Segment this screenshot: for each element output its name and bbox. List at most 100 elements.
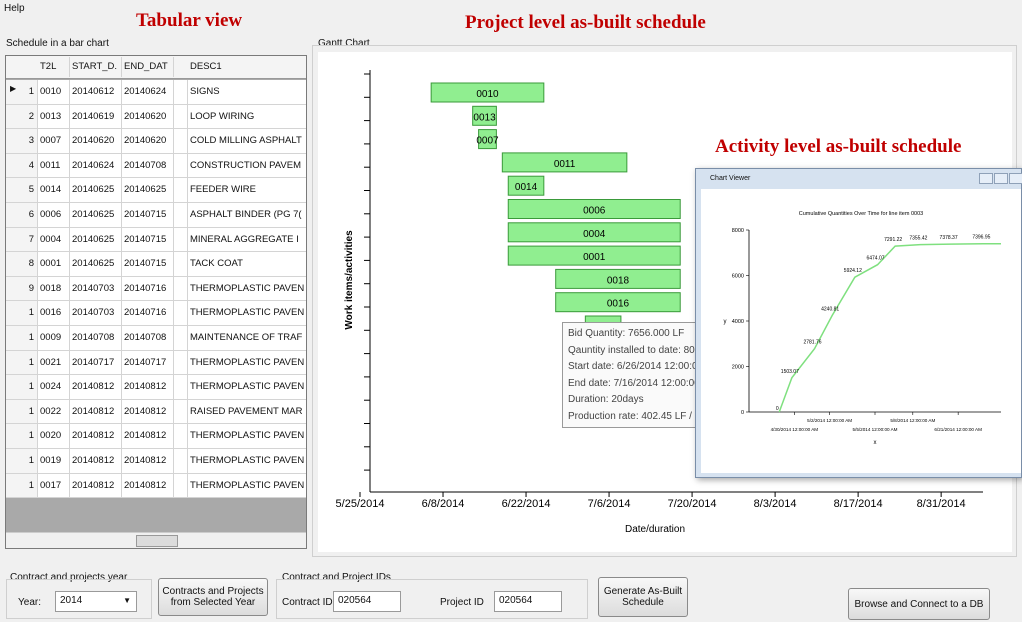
row-header: 1	[6, 473, 38, 498]
column-header[interactable]: END_DAT	[122, 57, 174, 77]
column-header[interactable]: DESC1	[188, 57, 306, 77]
data-label: 0	[776, 406, 779, 412]
column-header[interactable]: T2L	[38, 57, 70, 77]
table-cell: 20140625	[70, 203, 122, 227]
spacer-cell	[174, 104, 188, 129]
spacer-cell	[174, 153, 188, 178]
row-header: 8	[6, 252, 38, 276]
bar-label: 0013	[473, 112, 496, 123]
minimize-button[interactable]	[979, 173, 993, 184]
table-cell: 20140812	[122, 449, 174, 473]
x-tick-label: 5/8/2014 12:00:00 AM	[890, 418, 935, 423]
data-label: 5924.12	[844, 268, 862, 274]
table-cell: 20140812	[70, 473, 122, 498]
menu-help[interactable]: Help	[4, 3, 25, 14]
spacer-cell	[174, 227, 188, 252]
row-header: 2	[6, 104, 38, 129]
browse-button[interactable]: Browse and Connect to a DB	[848, 588, 990, 620]
maximize-button[interactable]	[994, 173, 1008, 184]
viewer-chart: Cumulative Quantities Over Time for line…	[701, 189, 1021, 473]
table-cell: 0006	[38, 203, 70, 227]
table-cell: 0016	[38, 301, 70, 325]
spacer-cell	[174, 129, 188, 153]
table-cell: 20140703	[70, 276, 122, 301]
row-header: 3	[6, 129, 38, 153]
row-indicator: ▶	[10, 84, 17, 93]
data-line	[778, 242, 1001, 413]
year-label: Year:	[18, 597, 41, 608]
tooltip-line: Duration: 20days	[568, 394, 644, 405]
bar-label: 0006	[583, 206, 606, 217]
generate-button[interactable]: Generate As-Built Schedule	[598, 577, 688, 617]
data-grid[interactable]: T2L START_D. END_DAT DESC1 1 0010 20140612 2014…	[5, 55, 307, 549]
table-cell: 20140812	[70, 424, 122, 448]
contract-input[interactable]: 020564	[333, 591, 401, 612]
table-cell: THERMOPLASTIC PAVEN	[188, 449, 306, 473]
project-label: Project ID	[440, 597, 484, 608]
x-tick-label: 8/31/2014	[917, 498, 966, 510]
table-cell: 20140812	[122, 473, 174, 498]
year-group	[6, 579, 152, 619]
y-tick-label: 2000	[732, 365, 744, 371]
table-cell: 20140620	[70, 129, 122, 153]
group-title: Gantt Chart	[318, 38, 370, 49]
table-cell: CONSTRUCTION PAVEM	[188, 153, 306, 178]
table-cell: 20140812	[70, 375, 122, 399]
gantt-bar	[555, 292, 681, 313]
table-cell: THERMOPLASTIC PAVEN	[188, 424, 306, 448]
data-label: 4240.81	[821, 307, 839, 313]
x-tick-label: 5/5/2014 12:00:00 AM	[853, 427, 898, 432]
x-axis-label: Date/duration	[625, 524, 685, 535]
x-tick-label: 8/3/2014	[754, 498, 797, 510]
ids-group	[276, 579, 588, 619]
bar-label: 0004	[583, 229, 606, 240]
row-header: 6	[6, 203, 38, 227]
table-cell: 0018	[38, 276, 70, 301]
x-tick-label: 4/30/2014 12:00:00 AM	[771, 427, 819, 432]
table-cell: MINERAL AGGREGATE I	[188, 227, 306, 252]
data-label: 7291.22	[884, 237, 902, 243]
spacer-cell	[174, 80, 188, 104]
column-header[interactable]: START_D.	[70, 57, 122, 77]
table-cell: 20140708	[122, 153, 174, 178]
bar-label: 0010	[476, 89, 499, 100]
x-tick-label: 5/25/2014	[336, 498, 385, 510]
bar-label: 0007	[476, 136, 499, 147]
year-value: 2014	[60, 595, 83, 606]
data-label: 1503.07	[781, 369, 799, 375]
contract-label: Contract ID	[282, 597, 333, 608]
bar-label: 0011	[554, 159, 576, 170]
spacer-cell	[174, 178, 188, 202]
table-cell: 20140624	[122, 80, 174, 104]
gantt-bar	[501, 152, 628, 173]
project-input[interactable]: 020564	[494, 591, 562, 612]
y-tick-label: 0	[741, 410, 744, 416]
contracts-button[interactable]: Contracts and Projects from Selected Yea…	[158, 578, 268, 616]
table-cell: 20140716	[122, 301, 174, 325]
gantt-bar	[478, 129, 497, 150]
viewer-background	[701, 189, 1021, 473]
viewer-title: Cumulative Quantities Over Time for line…	[799, 211, 923, 217]
bar-label: 0014	[515, 182, 538, 193]
scroll-thumb[interactable]	[136, 535, 178, 547]
table-cell: ASPHALT BINDER (PG 7(	[188, 203, 306, 227]
spacer-cell	[174, 326, 188, 350]
spacer-cell	[174, 203, 188, 227]
table-cell: 20140715	[122, 203, 174, 227]
table-cell: 0013	[38, 104, 70, 129]
year-select[interactable]: 2014 ▼	[55, 591, 137, 612]
table-cell: 0019	[38, 449, 70, 473]
table-cell: SIGNS	[188, 80, 306, 104]
row-header: 9	[6, 276, 38, 301]
group-title: Contract and projects year	[10, 572, 128, 583]
table-cell: 20140715	[122, 252, 174, 276]
close-button[interactable]	[1009, 173, 1022, 184]
row-header: 5	[6, 178, 38, 202]
row-header: 1	[6, 80, 38, 104]
table-cell: THERMOPLASTIC PAVEN	[188, 375, 306, 399]
row-header: 7	[6, 227, 38, 252]
table-cell: 0007	[38, 129, 70, 153]
data-label: 6474.07	[866, 256, 884, 262]
spacer-cell	[174, 449, 188, 473]
